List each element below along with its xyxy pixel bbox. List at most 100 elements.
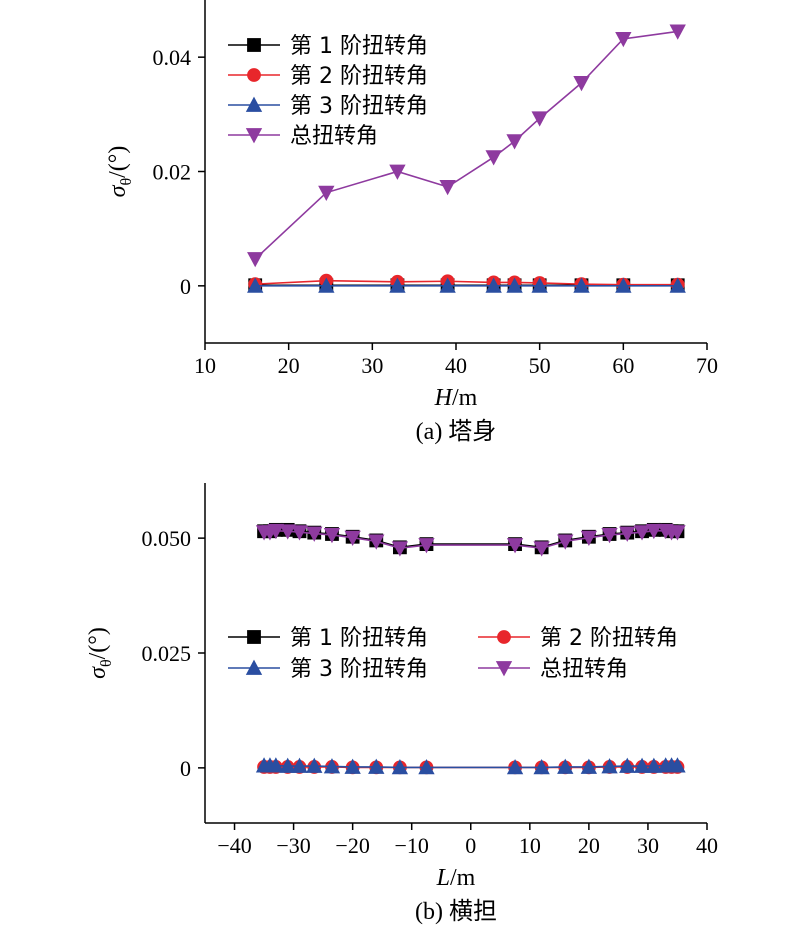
- x-tick-label: 20: [578, 833, 600, 858]
- series-4-point: [533, 541, 550, 557]
- series-3-point: [318, 277, 335, 293]
- x-tick-label: 30: [637, 833, 659, 858]
- series-4-point: [323, 528, 341, 544]
- series-3-point: [619, 757, 636, 773]
- legend-label-3: 第 3 阶扭转角: [290, 94, 428, 119]
- series-4-point: [247, 252, 264, 268]
- x-tick-label: 10: [194, 353, 216, 378]
- y-tick-label: 0.02: [153, 160, 192, 185]
- series-3-point: [601, 758, 618, 774]
- series-4-point: [306, 526, 323, 542]
- x-axis-label-unit: /m: [452, 385, 478, 411]
- y-axis-label-subscript: θ: [98, 659, 115, 667]
- series-4-point: [557, 534, 574, 550]
- series-4-point: [267, 523, 285, 540]
- series-3-point: [573, 277, 590, 293]
- series-3-point: [669, 277, 686, 293]
- legend-marker-1: [247, 630, 261, 644]
- legend-label-1: 第 1 阶扭转角: [290, 626, 428, 651]
- x-axis-label-unit: /m: [450, 865, 476, 891]
- x-tick-label: 0: [465, 833, 476, 858]
- y-axis-label-symbol: σ: [105, 184, 131, 197]
- series-3-point: [267, 757, 285, 773]
- x-tick-label: 30: [361, 353, 383, 378]
- legend-marker-4: [495, 661, 513, 677]
- series-line-2: [255, 279, 678, 286]
- series-3-point: [557, 758, 574, 774]
- series-3-point: [633, 757, 651, 773]
- series-3-point: [439, 277, 456, 293]
- x-tick-label: −40: [217, 833, 251, 858]
- legend-marker-1: [247, 38, 261, 52]
- series-3-point: [506, 277, 523, 293]
- series-4-point: [633, 525, 651, 541]
- y-axis-label-symbol: σ: [85, 666, 111, 679]
- series-4-point: [391, 541, 409, 557]
- x-axis-label-symbol: L: [436, 865, 450, 891]
- legend-label-2: 第 2 阶扭转角: [290, 64, 428, 89]
- y-axis-label-unit: /(°): [105, 146, 131, 178]
- x-tick-label: −30: [276, 833, 310, 858]
- series-3-point: [291, 757, 308, 773]
- series-3-point: [506, 759, 524, 775]
- y-tick-label: 0: [180, 756, 191, 781]
- legend-label-1: 第 1 阶扭转角: [290, 34, 428, 59]
- series-4-point: [485, 150, 502, 166]
- series-4-point: [573, 75, 590, 92]
- legend-marker-2: [497, 630, 511, 644]
- legend-label-4: 总扭转角: [290, 124, 378, 149]
- series-4-point: [619, 526, 636, 542]
- series-4-point: [506, 538, 524, 554]
- x-tick-label: 40: [696, 833, 718, 858]
- series-4-point: [318, 185, 335, 201]
- series-4-point: [669, 24, 686, 40]
- series-line-3: [264, 764, 678, 769]
- x-tick-label: −10: [394, 833, 428, 858]
- y-axis-label: σθ/(°): [85, 627, 115, 679]
- series-4-point: [291, 525, 308, 541]
- series-4-point: [645, 523, 663, 540]
- series-4-point: [368, 534, 385, 550]
- x-axis-label: L/m: [436, 865, 476, 891]
- chart-a-tower-body: 10 20 30 40 50 60 70 0 0.02 0.04 σθ/(°) H/m (a) 塔身 第 …: [105, 0, 718, 445]
- series-4-point: [615, 31, 632, 48]
- series-3-point: [669, 757, 686, 773]
- x-tick-label: 70: [696, 353, 718, 378]
- y-tick-label: 0.050: [142, 526, 192, 551]
- series-4-point: [439, 180, 456, 196]
- x-tick-label: 60: [612, 353, 634, 378]
- legend-marker-3: [245, 659, 263, 675]
- y-axis-label: σθ/(°): [105, 146, 135, 198]
- series-3-point: [247, 277, 264, 293]
- legend-marker-3: [245, 96, 263, 112]
- chart-b-cross-arm: −40 −30 −20 −10 0 10 20 30 4000.0250.050σθ/(°)L/…: [85, 483, 718, 925]
- x-tick-label: 40: [445, 353, 467, 378]
- x-tick-label: 50: [529, 353, 551, 378]
- series-4-point: [580, 530, 598, 547]
- x-axis-label-symbol: H: [434, 385, 454, 411]
- series-4-point: [418, 538, 435, 554]
- series-3-point: [344, 758, 361, 774]
- series-4-point: [531, 111, 548, 127]
- series-line-4: [254, 30, 678, 260]
- chart-caption: (a) 塔身: [416, 418, 497, 445]
- y-tick-label: 0.04: [153, 45, 192, 70]
- series-3-point: [485, 277, 502, 293]
- chart-caption: (b) 横担: [415, 898, 497, 925]
- legend-marker-2: [247, 68, 261, 82]
- series-4-point: [601, 528, 618, 544]
- series-3-point: [279, 757, 296, 773]
- y-tick-label: 0: [180, 274, 191, 299]
- x-tick-label: −20: [335, 833, 369, 858]
- series-3-point: [531, 277, 548, 293]
- series-3-point: [389, 277, 406, 293]
- x-tick-label: 10: [519, 833, 541, 858]
- series-3-point: [391, 759, 409, 775]
- series-4-point: [389, 164, 406, 180]
- legend-label-2: 第 2 阶扭转角: [540, 626, 678, 651]
- y-axis-label-unit: /(°): [85, 627, 111, 659]
- series-4-point: [669, 525, 686, 541]
- legend-label-4: 总扭转角: [540, 657, 628, 682]
- legend-label-3: 第 3 阶扭转角: [290, 657, 428, 682]
